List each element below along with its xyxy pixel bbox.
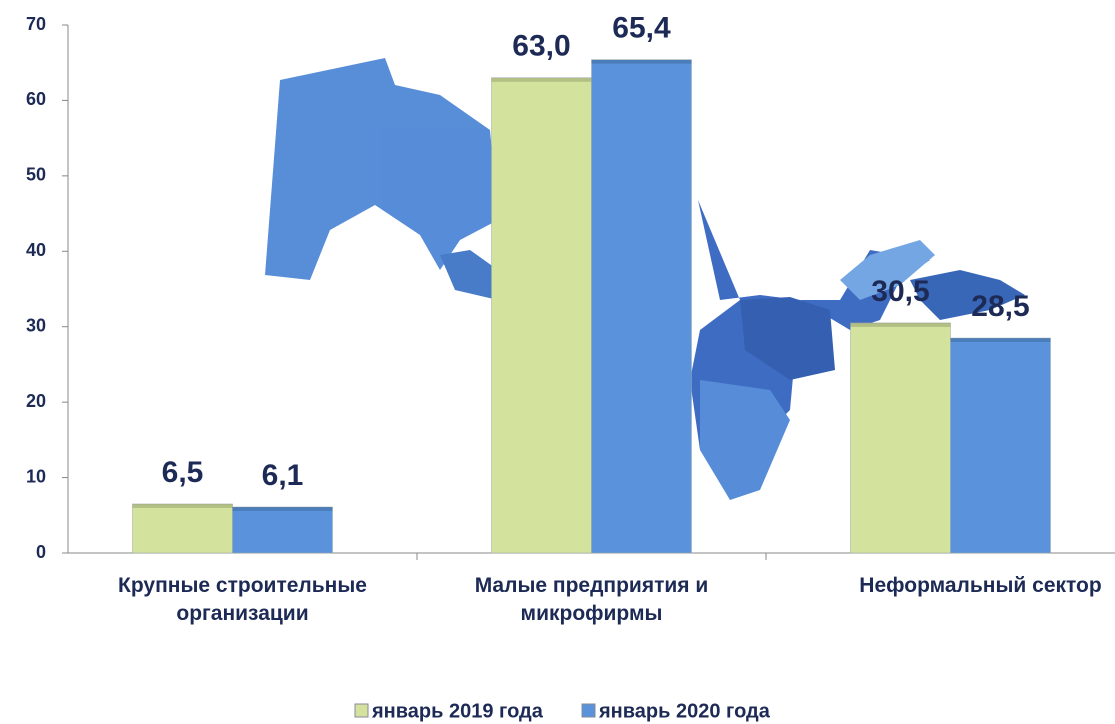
legend-label: январь 2019 года (371, 700, 544, 722)
legend-label: январь 2020 года (598, 700, 771, 722)
value-label: 6,5 (162, 456, 204, 489)
bar-top (132, 503, 233, 508)
legend-swatch (581, 703, 596, 718)
bar (232, 506, 333, 554)
bar-top (232, 506, 333, 511)
value-label: 28,5 (971, 290, 1029, 323)
bar-top (491, 77, 592, 82)
value-label: 30,5 (871, 275, 929, 308)
y-tick-label: 20 (26, 391, 46, 411)
background-map (265, 58, 1025, 500)
y-tick-label: 30 (26, 315, 46, 335)
y-tick-label: 50 (26, 165, 46, 185)
value-label: 63,0 (512, 30, 570, 63)
legend-swatch (354, 703, 369, 718)
bar (132, 503, 233, 554)
bar (950, 337, 1051, 554)
y-tick-label: 40 (26, 240, 46, 260)
bar (491, 77, 592, 554)
x-tick-label: Крупные строительные организации (118, 574, 367, 625)
y-tick-label: 0 (36, 542, 46, 562)
bar-top (591, 59, 692, 64)
x-tick-label: Малые предприятия и микрофирмы (474, 574, 709, 625)
bar-top (850, 322, 951, 327)
y-tick-label: 60 (26, 89, 46, 109)
value-label: 6,1 (262, 459, 304, 492)
y-tick-label: 70 (26, 14, 46, 34)
bar (850, 322, 951, 554)
bar (591, 59, 692, 554)
x-tick-label: Неформальный сектор (859, 574, 1102, 597)
y-tick-label: 10 (26, 466, 46, 486)
value-label: 65,4 (612, 12, 671, 45)
bar-top (950, 338, 1051, 343)
